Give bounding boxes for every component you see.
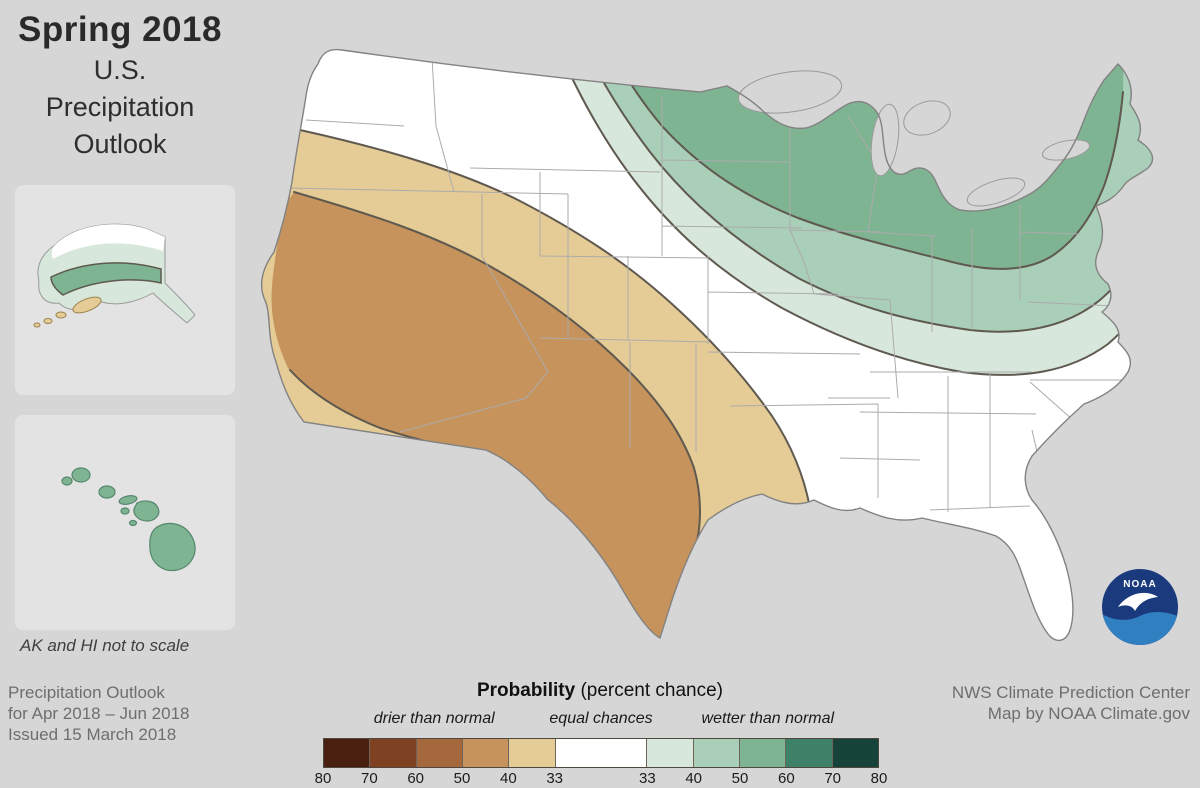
hawaii-inset-panel [15, 415, 235, 630]
issuance-line-1: Precipitation Outlook [8, 683, 165, 702]
alaska-drier-patch [72, 296, 102, 314]
alaska-inset [15, 185, 235, 395]
legend-cell [324, 739, 370, 767]
legend-cell [461, 739, 509, 767]
issuance-block: Precipitation Outlook for Apr 2018 – Jun… [8, 682, 189, 745]
main-map [260, 48, 1154, 641]
tick-label: 60 [407, 770, 424, 787]
noaa-logo: NOAA [1102, 569, 1178, 645]
legend-cell [415, 739, 462, 767]
tick-label: 50 [731, 770, 749, 787]
legend-cell [646, 739, 693, 767]
legend-cell [369, 739, 416, 767]
drier-label: drier than normal [373, 710, 495, 727]
legend-cell [785, 739, 832, 767]
tick-label: 50 [453, 770, 471, 787]
legend-title: Probability (percent chance) [300, 680, 900, 702]
tick-label: 60 [777, 770, 795, 787]
logo-text: NOAA [1123, 579, 1156, 590]
hawaii-map [15, 415, 235, 630]
subtitle-line-2: Precipitation [45, 92, 195, 122]
alaska-map [15, 185, 235, 395]
legend-cell [831, 739, 878, 767]
credit-line-2: Map by NOAA Climate.gov [987, 704, 1190, 723]
subtitle-line-3: Outlook [73, 129, 167, 159]
tick-label: 80 [870, 770, 888, 787]
legend-tick-labels: 80 70 60 50 40 33 33 40 50 60 70 80 [315, 770, 888, 788]
legend-color-bar [323, 738, 879, 768]
wetter-label: wetter than normal [701, 710, 835, 727]
issuance-line-3: Issued 15 March 2018 [8, 725, 177, 744]
lake-ontario [1041, 139, 1091, 161]
alaska-north-slope [51, 224, 165, 259]
inset-scale-note: AK and HI not to scale [20, 636, 190, 655]
aleutian-islands [33, 311, 67, 328]
tick-label: 33 [638, 770, 656, 787]
lake-michigan [870, 103, 900, 177]
lake-erie [966, 177, 1026, 207]
tick-label: 80 [314, 770, 332, 787]
subtitle-line-1: U.S. [93, 55, 147, 85]
legend-cell [508, 739, 555, 767]
lake-huron [903, 100, 951, 136]
legend-cell [738, 739, 786, 767]
hawaii-inset [15, 415, 235, 630]
credit-line-1: NWS Climate Prediction Center [951, 683, 1190, 702]
great-lakes [737, 70, 1091, 207]
legend-title-bold: Probability [476, 680, 576, 701]
page-title: Spring 2018 [18, 10, 222, 49]
tick-label: 33 [546, 770, 563, 787]
conus-outline [260, 48, 1154, 641]
title-block: Spring 2018 U.S. Precipitation Outlook [6, 8, 234, 163]
legend-category-labels: drier than normal equal chances wetter t… [323, 710, 879, 730]
seagull-icon [1118, 592, 1158, 611]
legend-cell-equal-chances [554, 739, 647, 767]
issuance-line-2: for Apr 2018 – Jun 2018 [8, 704, 190, 723]
tick-label: 70 [824, 770, 841, 787]
tick-label: 40 [499, 770, 517, 787]
hawaiian-islands [61, 467, 196, 572]
logo-sea [1102, 612, 1178, 645]
probability-contours [289, 49, 1153, 553]
equal-chances-label: equal chances [549, 710, 653, 727]
lake-superior [737, 70, 843, 114]
legend-title-rest: (percent chance) [580, 680, 724, 701]
tick-label: 70 [360, 770, 378, 787]
legend-cell [692, 739, 739, 767]
tick-label: 40 [685, 770, 702, 787]
credit-block: NWS Climate Prediction Center Map by NOA… [952, 682, 1190, 724]
alaska-wetter-core [50, 262, 162, 296]
